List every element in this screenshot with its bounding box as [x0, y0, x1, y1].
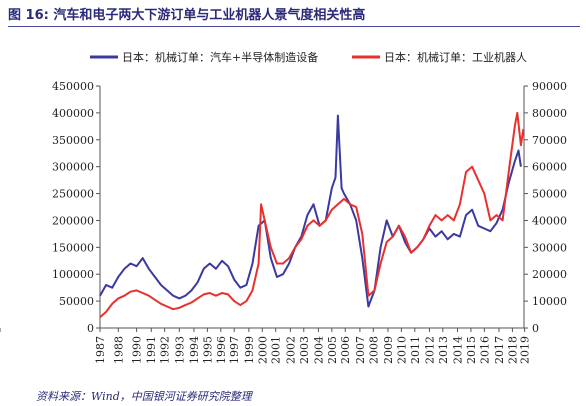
- right-tick-label: 70000: [532, 134, 567, 147]
- right-tick-label: 10000: [532, 295, 567, 308]
- x-axis-ticks: 1987 1988 1990 1991 1992 1993 1994 1995 1996 1997…: [0, 328, 532, 364]
- left-tick-label: 50000: [59, 295, 94, 308]
- x-tick-label: 2015: [465, 336, 478, 364]
- right-tick-label: 80000: [532, 107, 567, 120]
- x-tick-label: 2004: [312, 336, 325, 364]
- x-tick-label: 1999: [243, 336, 256, 364]
- x-tick-label: 2003: [298, 336, 311, 364]
- right-tick-label: 60000: [532, 161, 567, 174]
- x-tick-label: 1997: [228, 336, 241, 364]
- left-tick-label: 200000: [52, 214, 94, 227]
- source-note: 资料来源：Wind，中国银河证券研究院整理: [36, 390, 252, 403]
- left-tick-label: 100000: [52, 268, 94, 281]
- x-tick-label: 2018: [506, 336, 519, 364]
- figure-title: 图 16: 汽车和电子两大下游订单与工业机器人景气度相关性高: [8, 8, 366, 23]
- left-axis-ticks: 0 50000 100000 150000 200000 250000 300000 3500…: [52, 80, 100, 335]
- x-tick-label: 2006: [339, 336, 352, 364]
- left-tick-label: 150000: [52, 241, 94, 254]
- x-tick-label: 1992: [159, 336, 172, 364]
- right-tick-label: 90000: [532, 80, 567, 93]
- x-tick-label: 1994: [188, 336, 201, 364]
- x-tick-label: 1990: [131, 336, 144, 364]
- left-tick-label: 450000: [52, 80, 94, 93]
- right-tick-label: 20000: [532, 268, 567, 281]
- x-tick-label: 2002: [284, 336, 297, 364]
- x-tick-label: 2009: [382, 336, 395, 364]
- x-tick-label: 2010: [395, 336, 408, 364]
- right-axis-ticks: 0 10000 20000 30000 40000 50000 60000 70000 8000…: [524, 80, 567, 335]
- x-tick-label: 2001: [270, 336, 283, 364]
- x-tick-label: 2008: [367, 336, 380, 364]
- left-tick-label: 350000: [52, 134, 94, 147]
- x-tick-label: 2014: [452, 336, 465, 364]
- plot-frame: [99, 86, 525, 329]
- x-tick-label: 1987: [94, 336, 107, 364]
- right-tick-label: 40000: [532, 214, 567, 227]
- left-tick-label: 0: [87, 322, 94, 335]
- x-tick-label: 2000: [256, 336, 269, 364]
- x-tick-label: 1988: [112, 336, 125, 364]
- x-tick-label: 2007: [354, 336, 367, 364]
- x-tick-label: 1995: [201, 336, 214, 364]
- series-line-industrial-robots: [99, 111, 525, 318]
- left-tick-label: 400000: [52, 107, 94, 120]
- left-tick-label: 250000: [52, 188, 94, 201]
- title-rule: [8, 26, 580, 27]
- series-group: [99, 111, 525, 318]
- x-tick-label: 1993: [173, 336, 186, 364]
- x-tick-label: 2012: [423, 336, 436, 364]
- legend-label-auto-semiconductor: 日本：机械订单：汽车+半导体制造设备: [122, 50, 318, 64]
- x-tick-label: 2013: [437, 336, 450, 364]
- x-tick-label: 2019: [519, 336, 532, 364]
- x-tick-label: 2017: [493, 336, 506, 364]
- legend: 日本：机械订单：汽车+半导体制造设备 日本：机械订单：工业机器人: [90, 50, 527, 64]
- x-tick-label: 2016: [478, 336, 491, 364]
- x-tick-label: 1991: [145, 336, 158, 364]
- x-tick-label: 2005: [326, 336, 339, 364]
- x-tick-label: 1996: [215, 336, 228, 364]
- right-tick-label: 50000: [532, 188, 567, 201]
- legend-label-industrial-robots: 日本：机械订单：工业机器人: [384, 50, 527, 64]
- right-tick-label: 30000: [532, 241, 567, 254]
- left-tick-label: 300000: [52, 161, 94, 174]
- x-tick-label: 2011: [409, 336, 422, 364]
- right-tick-label: 0: [532, 322, 539, 335]
